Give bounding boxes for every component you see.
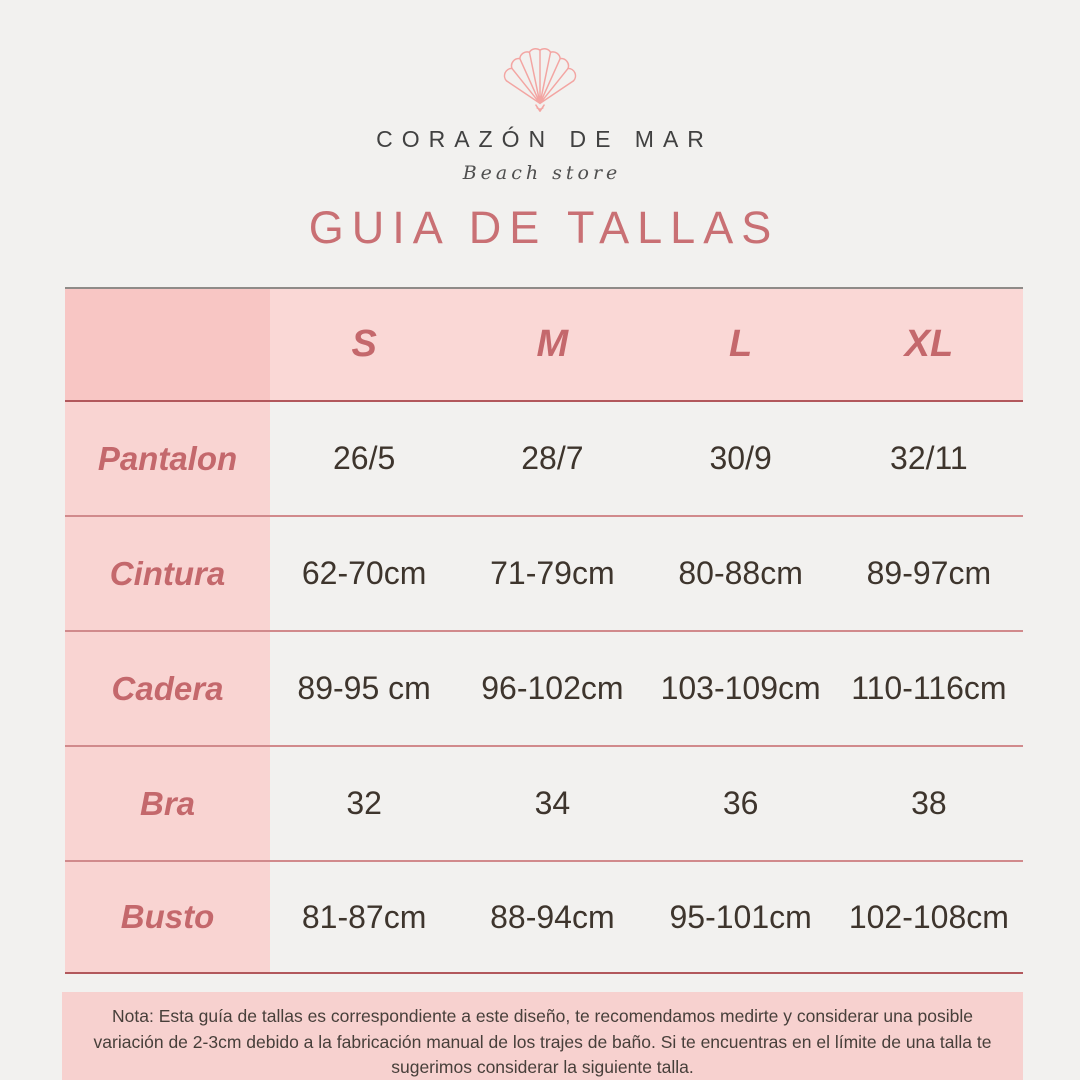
value-cadera-l: 103-109cm	[660, 670, 821, 706]
value-pantalon-l: 30/9	[709, 440, 772, 476]
value-pantalon-m: 28/7	[521, 440, 584, 476]
table-row-pantalon: Pantalon 26/5 28/7 30/9 32/11	[65, 402, 1023, 517]
row-label-pantalon: Pantalon	[65, 402, 270, 515]
row-label-bra: Bra	[65, 747, 270, 860]
table-row-cintura: Cintura 62-70cm 71-79cm 80-88cm 89-97cm	[65, 517, 1023, 632]
value-busto-l: 95-101cm	[669, 898, 812, 935]
brand-header: CORAZÓN DE MAR Beach store	[0, 40, 1080, 184]
value-cintura-s: 62-70cm	[301, 555, 427, 591]
note-text: Nota: Esta guía de tallas es correspondi…	[93, 1006, 992, 1078]
value-bra-xl: 38	[911, 785, 947, 821]
value-busto-m: 88-94cm	[490, 898, 615, 935]
column-header-m: M	[536, 323, 569, 365]
value-cintura-l: 80-88cm	[678, 555, 803, 591]
row-label-cintura: Cintura	[65, 517, 270, 630]
table-row-busto: Busto 81-87cm 88-94cm 95-101cm 102-108cm	[65, 862, 1023, 974]
value-busto-s: 81-87cm	[301, 898, 427, 935]
value-cadera-m: 96-102cm	[481, 670, 624, 706]
table-corner-cell	[65, 289, 270, 400]
size-table: S M L XL Pantalon 26/5 28/7 30/9 32/11 C…	[65, 287, 1023, 974]
value-bra-l: 36	[722, 785, 759, 821]
brand-tagline: Beach store	[462, 162, 622, 184]
column-header-l: L	[729, 323, 753, 365]
row-label-busto: Busto	[65, 862, 270, 972]
table-row-cadera: Cadera 89-95 cm 96-102cm 103-109cm 110-1…	[65, 632, 1023, 747]
value-cadera-xl: 110-116cm	[851, 670, 1007, 706]
row-label-cadera: Cadera	[65, 632, 270, 745]
value-pantalon-xl: 32/11	[890, 440, 968, 476]
brand-name: CORAZÓN DE MAR	[376, 126, 713, 152]
value-pantalon-s: 26/5	[332, 440, 396, 476]
value-cadera-s: 89-95 cm	[297, 670, 431, 706]
value-bra-m: 34	[534, 785, 571, 821]
value-cintura-m: 71-79cm	[490, 555, 615, 591]
value-busto-xl: 102-108cm	[848, 898, 1009, 935]
page-title: GUIA DE TALLAS	[308, 202, 780, 253]
scallop-shell-icon	[503, 48, 577, 112]
column-header-xl: XL	[904, 323, 954, 365]
note-banner: Nota: Esta guía de tallas es correspondi…	[62, 992, 1023, 1080]
column-header-s: S	[351, 323, 377, 365]
table-row-bra: Bra 32 34 36 38	[65, 747, 1023, 862]
value-bra-s: 32	[346, 785, 382, 821]
table-header-row: S M L XL	[65, 289, 1023, 402]
value-cintura-xl: 89-97cm	[866, 555, 992, 591]
